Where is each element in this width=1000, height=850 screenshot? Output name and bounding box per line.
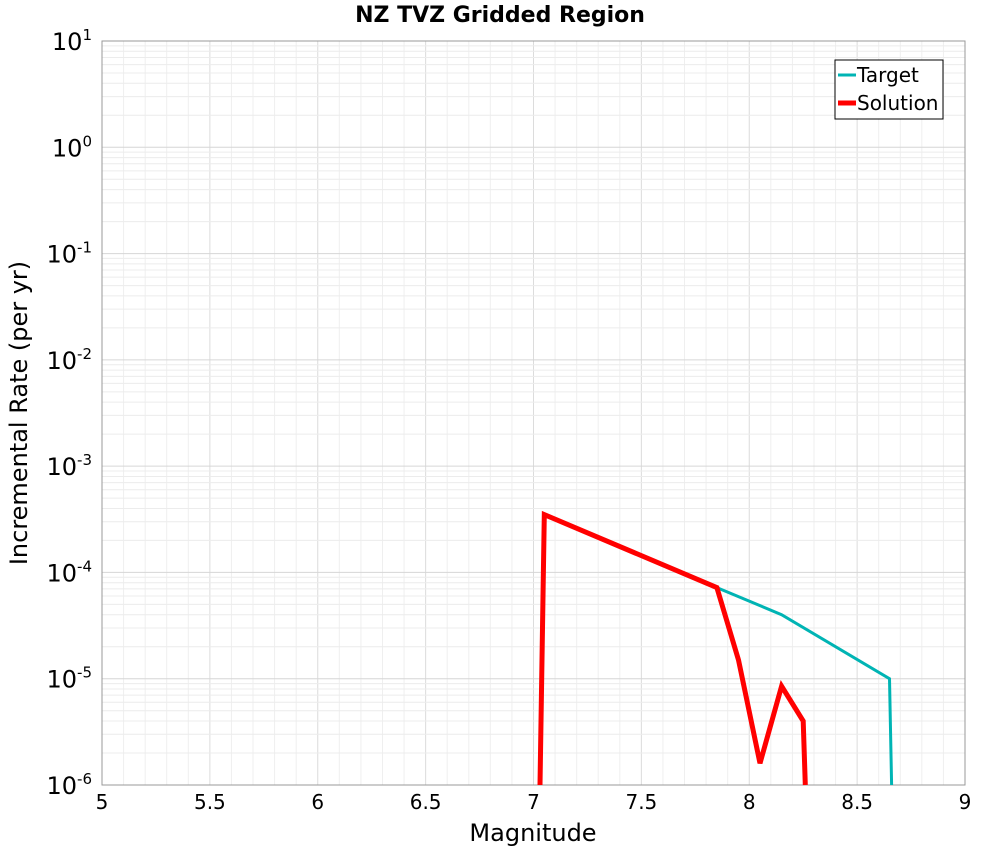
- x-tick-labels: 5 5.5 6 6.5 7 7.5 8 8.5 9: [96, 790, 972, 814]
- x-axis-label: Magnitude: [469, 819, 596, 847]
- y-tick-label: 10-2: [46, 345, 92, 375]
- x-tick-label: 6.5: [410, 790, 442, 814]
- y-tick-label: 101: [52, 26, 92, 56]
- y-tick-label: 10-1: [46, 239, 92, 269]
- y-tick-label: 10-3: [46, 451, 92, 481]
- series-line-solution: [537, 510, 808, 786]
- x-tick-label: 7: [527, 790, 540, 814]
- y-axis-label: Incremental Rate (per yr): [5, 261, 33, 565]
- x-tick-label: 8.5: [841, 790, 873, 814]
- x-tick-label: 5: [96, 790, 109, 814]
- x-tick-label: 6: [311, 790, 324, 814]
- y-tick-label: 100: [52, 132, 92, 162]
- chart-title: NZ TVZ Gridded Region: [355, 3, 645, 28]
- y-tick-labels: 101 100 10-1 10-2 10-3 10-4 10-5 10-6: [46, 26, 92, 800]
- y-tick-label: 10-4: [46, 557, 92, 587]
- plot-frame: [101, 40, 966, 786]
- y-tick-label: 10-6: [46, 770, 92, 800]
- legend-label-solution: Solution: [857, 91, 938, 115]
- series-layer: [537, 510, 894, 786]
- x-tick-label: 9: [959, 790, 972, 814]
- legend-label-target: Target: [856, 63, 919, 87]
- legend: Target Solution: [834, 59, 944, 120]
- grid: [101, 41, 966, 786]
- x-tick-label: 7.5: [625, 790, 657, 814]
- y-tick-label: 10-5: [46, 664, 92, 694]
- legend-box: [834, 59, 944, 120]
- x-tick-label: 5.5: [194, 790, 226, 814]
- series-line-target: [716, 586, 894, 786]
- x-tick-label: 8: [743, 790, 756, 814]
